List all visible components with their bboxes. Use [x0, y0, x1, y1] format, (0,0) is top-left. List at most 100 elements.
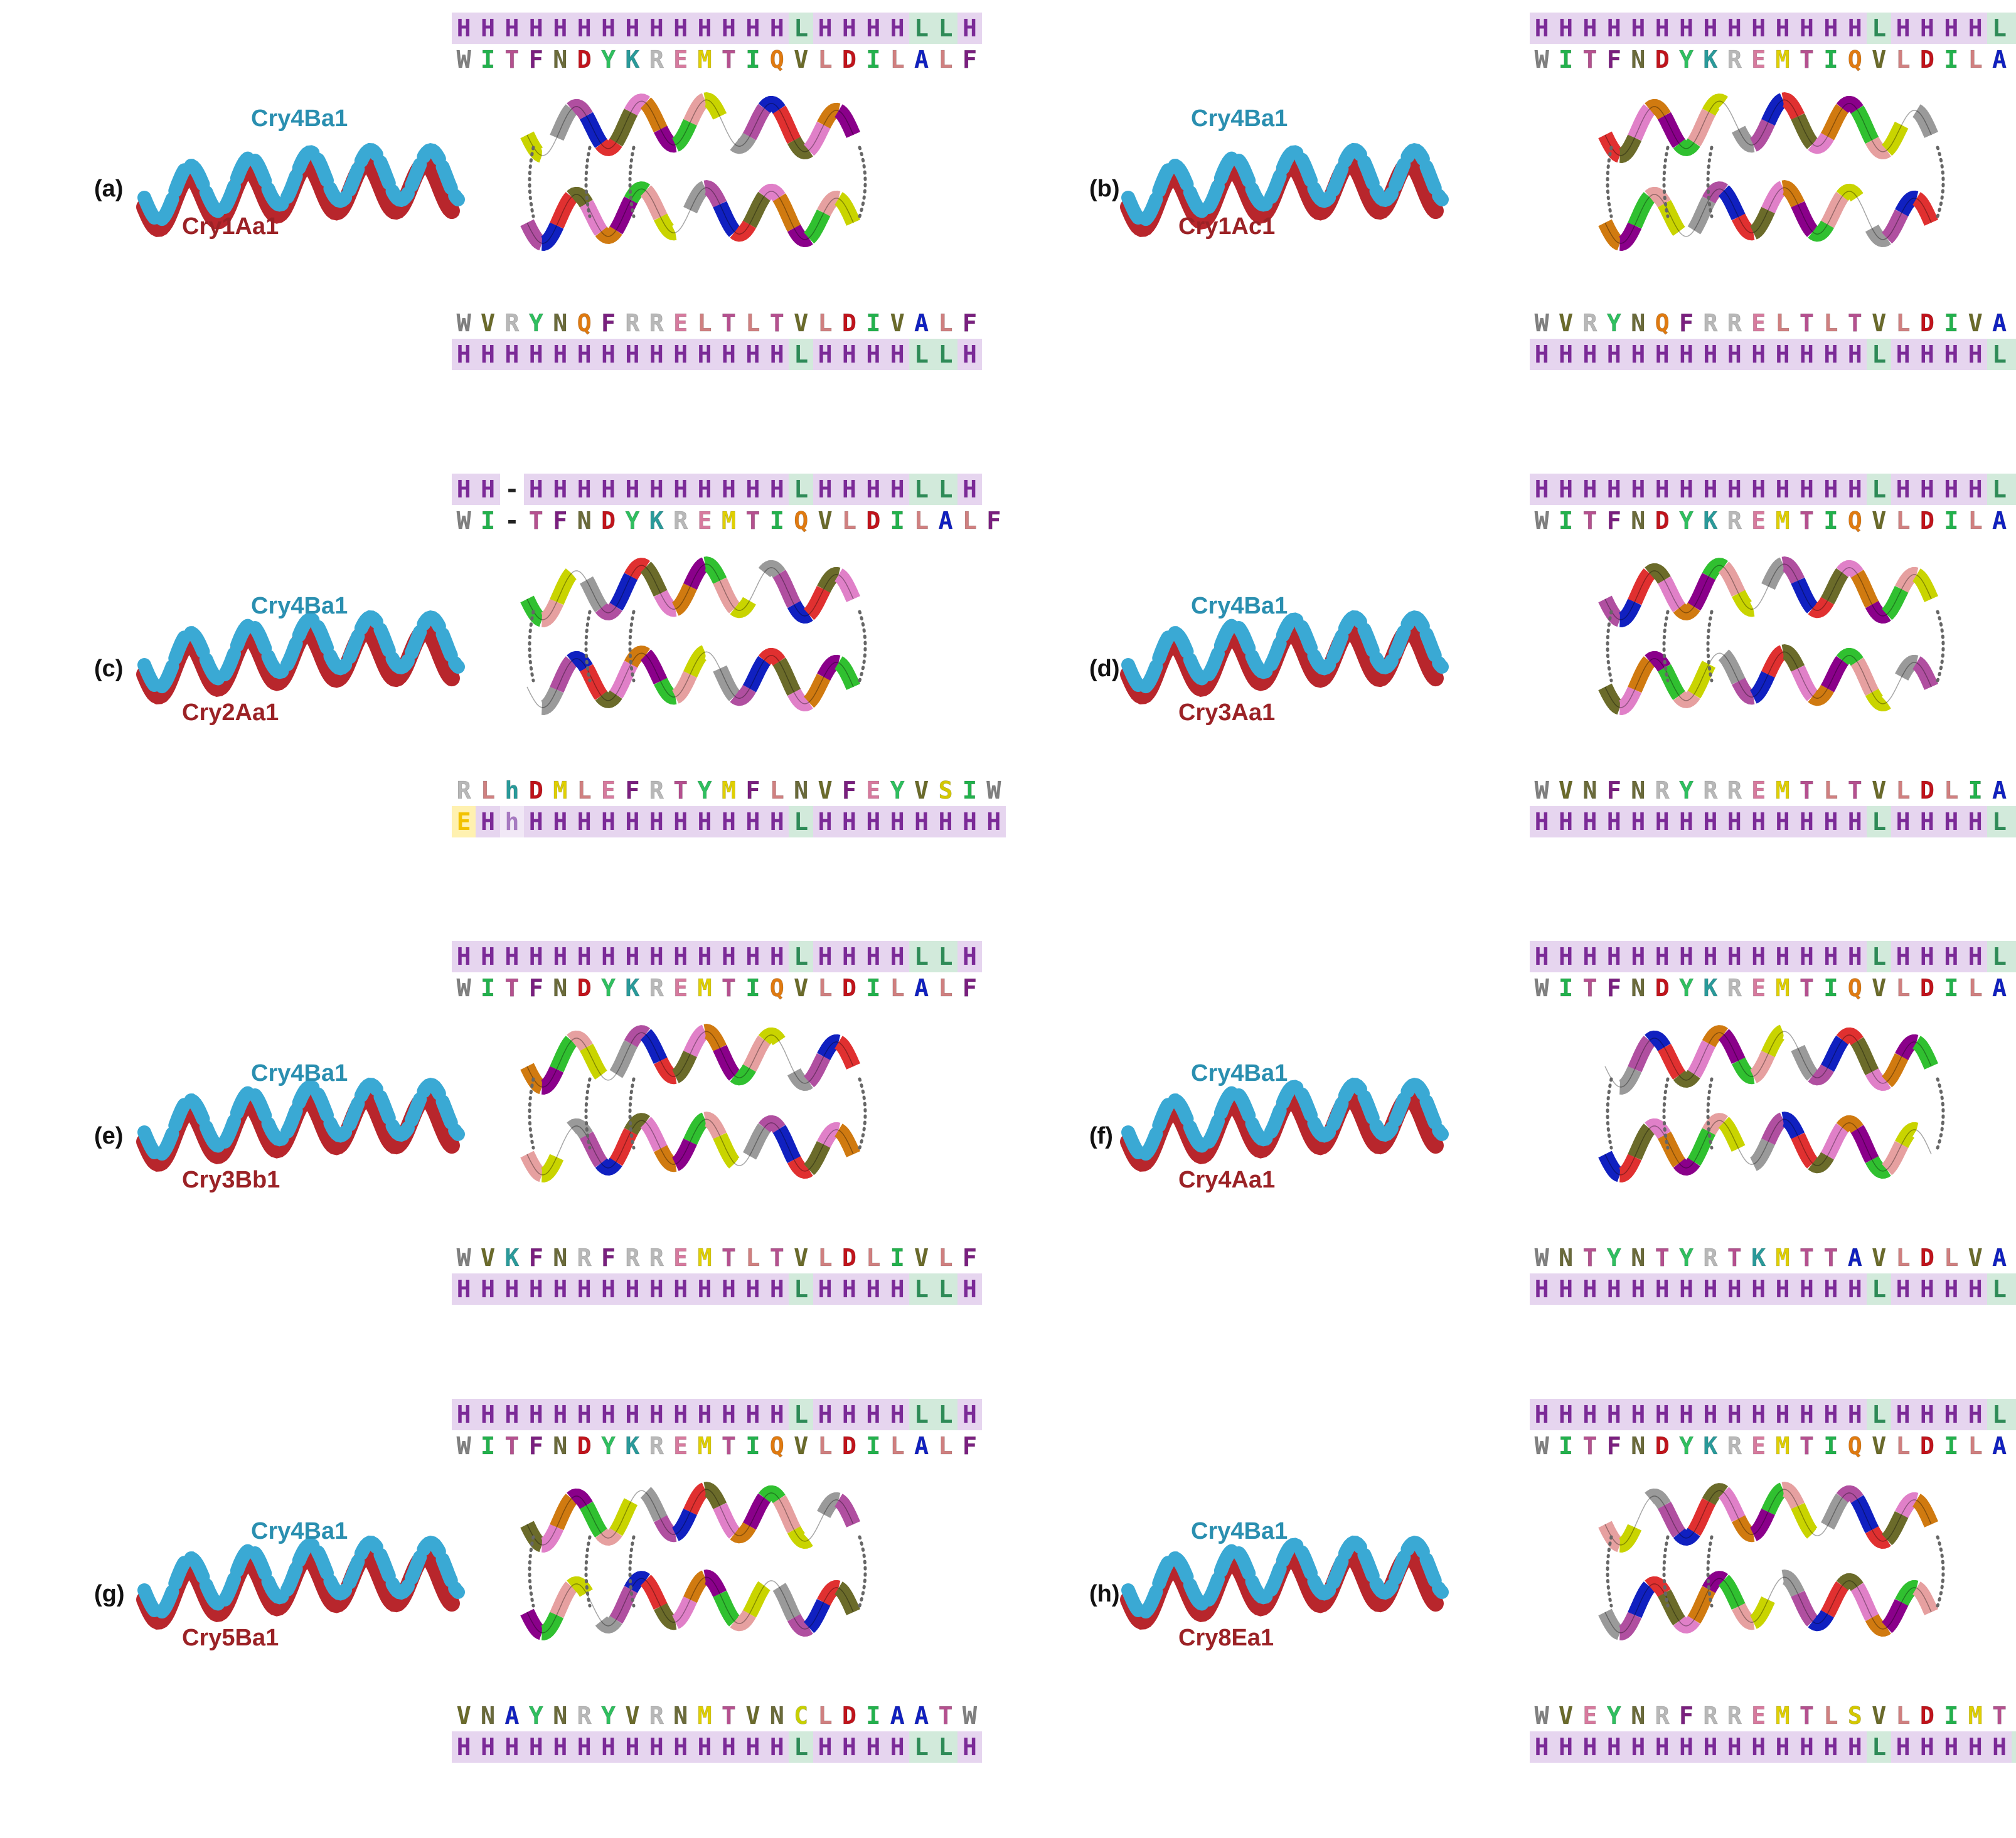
ss-cell: L: [1867, 13, 1891, 44]
residue-cell: Q: [769, 46, 784, 74]
ss-cell: H: [596, 1731, 621, 1763]
residue-cell: M: [1775, 974, 1790, 1002]
figure: (a)Cry4Ba1Cry1Aa1HHHHHHHHHHHHHHLHHHHLLHH…: [0, 0, 2016, 1763]
ss-cell: L: [789, 13, 813, 44]
ss-cell: L: [933, 1399, 958, 1430]
panel-b: (b)Cry4Ba1Cry1Ac1HHHHHHHHHHHHHHLHHHHLLHH…: [1009, 0, 2016, 445]
bottom-alignment: WVEYNRFRREMTLSVLDIMTLFWVEYNRFRREMTLSVLDI…: [1530, 1700, 2016, 1763]
residue-cell: T: [1823, 1244, 1838, 1272]
residue-cell: L: [1896, 777, 1911, 805]
residue-cell: M: [1775, 777, 1790, 805]
residue-cell: I: [962, 777, 977, 805]
residue-cell: L: [938, 46, 953, 74]
reference-name: Cry4Ba1: [1191, 593, 1288, 619]
bottom-alignment: WVKFNRFRREMTLTVLDLIVLFWVKFNRFRREMTLTVLDL…: [452, 1242, 982, 1305]
residue-cell: W: [1534, 309, 1549, 337]
ss-cell: L: [2011, 941, 2016, 972]
ss-cell: H: [596, 474, 621, 505]
ss-cell: H: [668, 806, 693, 837]
ss-cell: H: [1963, 941, 1988, 972]
panel-a: (a)Cry4Ba1Cry1Aa1HHHHHHHHHHHHHHLHHHHLLHH…: [0, 0, 1008, 445]
residue-cell: A: [504, 1702, 520, 1730]
ss-cell: H: [1626, 941, 1650, 972]
ss-cell: H: [1650, 941, 1675, 972]
panel-label: (c): [94, 656, 124, 682]
ss-cell: H: [861, 339, 886, 370]
bottom-seq-row: WVRYNQFRRELTLTVLDIVALFWVRYNQFRRELTLTVLDI…: [1530, 307, 2016, 339]
contact-line: [528, 1077, 535, 1150]
ss-cell: H: [452, 941, 476, 972]
residue-cell: I: [866, 46, 881, 74]
residue-cell: K: [1703, 46, 1718, 74]
ss-cell: H: [1795, 474, 1819, 505]
residue-cell: L: [818, 1702, 833, 1730]
residue-cell: V: [818, 507, 833, 535]
ss-cell: H: [1770, 941, 1795, 972]
residue-cell: Q: [1847, 46, 1862, 74]
ss-cell: H: [813, 806, 838, 837]
ss-cell: H: [1963, 1399, 1988, 1430]
ss-cell: L: [789, 806, 813, 837]
ss-cell: L: [1987, 1273, 2012, 1305]
residue-cell: F: [962, 1432, 977, 1460]
ss-cell: H: [1746, 339, 1771, 370]
ss-cell: H: [572, 1731, 597, 1763]
residue-cell: D: [1920, 974, 1934, 1002]
contact-line: [628, 146, 636, 218]
ss-cell: H: [1626, 1731, 1650, 1763]
ss-cell: H: [813, 13, 838, 44]
residue-cell: I: [1944, 507, 1959, 535]
residue-cell: A: [1847, 1244, 1862, 1272]
panel-c: (c)Cry4Ba1Cry2Aa1HH-HHHHHHHHHHHLHHHHLLHH…: [0, 467, 1008, 913]
residue-cell: N: [553, 1244, 568, 1272]
residue-cell: T: [1582, 507, 1597, 535]
ss-cell: L: [1867, 1399, 1891, 1430]
residue-cell: W: [456, 1432, 471, 1460]
ss-cell: H: [1746, 1731, 1771, 1763]
ss-cell: H: [1987, 1731, 2012, 1763]
ss-cell: L: [909, 474, 934, 505]
residue-cell: I: [481, 507, 496, 535]
residue-cell: W: [1534, 1432, 1549, 1460]
ss-cell: H: [1746, 1273, 1771, 1305]
ss-cell: H: [524, 13, 548, 44]
ss-cell: H: [644, 474, 669, 505]
residue-cell: N: [1631, 1244, 1646, 1272]
residue-cell: R: [649, 777, 664, 805]
ss-cell: H: [1891, 474, 1916, 505]
stacked-helices: [1598, 1481, 1945, 1640]
residue-cell: V: [1872, 46, 1887, 74]
ss-cell: H: [909, 806, 934, 837]
residue-cell: E: [1751, 507, 1766, 535]
ss-cell: H: [765, 941, 789, 972]
ss-cell: H: [1770, 339, 1795, 370]
residue-cell: I: [1559, 46, 1574, 74]
ss-cell: H: [957, 13, 982, 44]
residue-cell: W: [1534, 46, 1549, 74]
residue-cell: E: [1582, 1702, 1597, 1730]
residue-cell: Y: [1679, 46, 1693, 74]
residue-cell: M: [1775, 1432, 1790, 1460]
ss-cell: H: [1650, 806, 1675, 837]
ss-cell: H: [1577, 1273, 1603, 1305]
ss-cell: H: [1554, 806, 1578, 837]
residue-cell: V: [1872, 507, 1887, 535]
residue-cell: L: [1775, 309, 1790, 337]
residue-cell: T: [938, 1702, 953, 1730]
ss-cell: H: [620, 806, 645, 837]
ss-cell: H: [957, 941, 982, 972]
ss-cell: L: [909, 1273, 934, 1305]
residue-cell: T: [1847, 309, 1862, 337]
residue-cell: I: [745, 1432, 760, 1460]
ss-cell: H: [1795, 941, 1819, 972]
ss-cell: H: [668, 1273, 693, 1305]
residue-cell: L: [1896, 309, 1911, 337]
residue-cell: E: [866, 777, 881, 805]
residue-cell: Q: [769, 974, 784, 1002]
helix-ribbon: [520, 556, 860, 627]
residue-cell: F: [601, 1244, 616, 1272]
panel-f: (f)Cry4Ba1Cry4Aa1HHHHHHHHHHHHHHLHHHHLLHH…: [1009, 935, 2016, 1380]
residue-cell: L: [818, 1244, 833, 1272]
ss-cell: H: [1746, 806, 1771, 837]
top-alignment: HHHHHHHHHHHHHHLHHHHLLHHHHHHHHHHHHHHHLHHH…: [1530, 1399, 2016, 1462]
